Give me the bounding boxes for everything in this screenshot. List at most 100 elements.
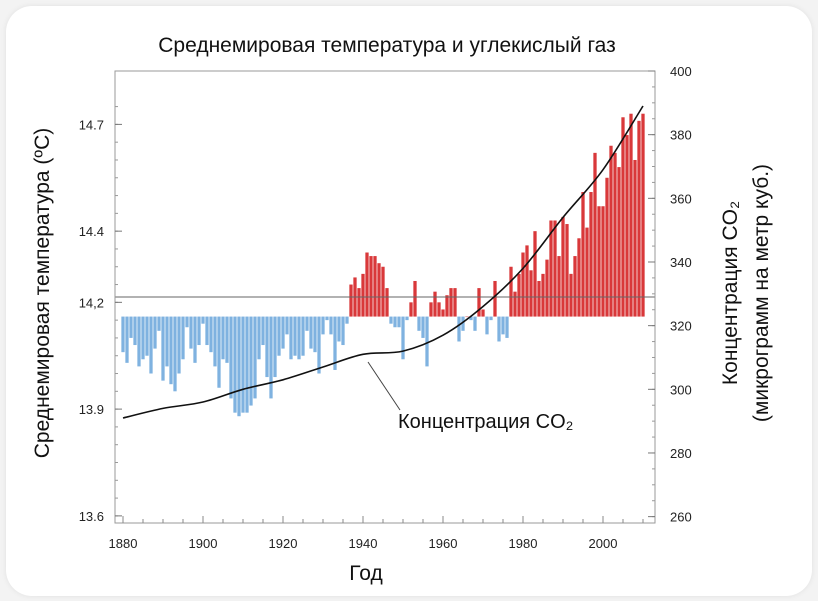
temperature-bar-1897 [189,316,193,349]
temperature-bar-1941 [365,252,369,317]
temperature-bar-1988 [553,220,557,317]
y-right-tick-label: 260 [670,510,692,525]
temperature-bar-1987 [549,220,553,317]
temperature-bar-1891 [165,316,169,367]
temperature-bar-1883 [133,316,137,346]
temperature-bar-1896 [185,316,189,328]
temperature-bar-1947 [389,316,393,324]
temperature-bar-1908 [233,316,237,413]
temperature-bar-2008 [633,159,637,317]
temperature-bar-1899 [197,316,201,346]
temperature-bar-2007 [629,113,633,317]
temperature-bar-1904 [217,316,221,388]
temperature-bar-1952 [409,302,413,317]
temperature-bar-1886 [145,316,149,356]
x-tick-label: 1900 [189,536,218,551]
temperature-bar-1957 [429,302,433,317]
temperature-bar-1935 [341,316,345,346]
x-tick-label: 1920 [269,536,298,551]
temperature-bar-1977 [509,266,513,317]
temperature-bar-1985 [541,273,545,317]
temperature-bar-1959 [437,302,441,317]
temperature-bar-1998 [593,152,597,317]
temperature-bar-1909 [237,316,241,417]
y-left-tick-label: 14,2 [79,295,104,310]
x-axis-label: Год [349,562,382,585]
temperature-bar-2003 [613,152,617,317]
temperature-bar-1958 [433,291,437,317]
temperature-bar-1949 [397,316,401,328]
y-right-tick-label: 360 [670,191,692,206]
temperature-bar-1887 [149,316,153,374]
y-right-tick-label: 280 [670,446,692,461]
temperature-bar-1996 [585,227,589,317]
temperature-bar-1994 [577,238,581,317]
temperature-bar-1993 [573,256,577,317]
temperature-bar-1889 [157,316,161,331]
x-tick-label: 1940 [349,536,378,551]
temperature-bar-1974 [497,316,501,342]
temperature-bar-2002 [609,145,613,317]
y-left-tick-label: 13.9 [79,402,104,417]
temperature-bar-1982 [529,270,533,317]
temperature-bar-1895 [181,316,185,360]
temperature-bar-1916 [265,316,269,378]
temperature-bar-1914 [257,316,261,360]
y-right-axis-label-line2: (микрограмм на метр куб.) [750,164,773,422]
temperature-bar-1910 [241,316,245,413]
temperature-bar-1950 [401,316,405,360]
temperature-bar-2010 [641,113,645,317]
y-right-tick-label: 380 [670,128,692,143]
temperature-bar-1911 [245,316,249,413]
temperature-bar-1961 [445,295,449,317]
temperature-bar-1925 [301,316,305,356]
temperature-bar-1912 [249,316,253,406]
temperature-bar-1969 [477,288,481,317]
temperature-bar-1990 [561,216,565,317]
temperature-bar-1890 [161,316,165,381]
temperature-bar-1942 [369,256,373,317]
y-left-axis-ticks: 14.7 14.4 14,2 13.9 13.6 [79,117,122,524]
temperature-bar-2000 [601,206,605,317]
temperature-bar-1924 [297,316,301,360]
temperature-bar-1967 [469,316,473,321]
temperature-bar-1943 [373,256,377,317]
temperature-bars [121,113,645,417]
temperature-bar-1978 [513,291,517,317]
temperature-bar-1966 [465,316,469,318]
temperature-bar-1983 [533,231,537,317]
temperature-bar-1965 [461,316,465,331]
temperature-bar-1999 [597,206,601,317]
temperature-bar-1936 [345,316,349,324]
y-right-axis-label-line1: Концентрация CO₂ [719,201,742,385]
temperature-bar-1991 [565,224,569,317]
temperature-bar-1970 [481,309,485,317]
temperature-bar-1948 [393,316,397,328]
temperature-bar-1946 [385,288,389,317]
temperature-bar-1893 [173,316,177,392]
temperature-bar-1919 [277,316,281,356]
plot-frame [114,70,656,524]
y-left-tick-label: 14.7 [79,117,104,132]
temperature-bar-1937 [349,284,353,317]
temperature-bar-1900 [201,316,205,324]
temperature-bar-1954 [417,316,421,331]
temperature-bar-1931 [325,316,329,321]
temperature-bar-1971 [485,316,489,335]
temperature-bar-1932 [329,316,333,335]
temperature-bar-1995 [581,192,585,317]
temperature-bar-1901 [205,316,209,346]
temperature-bar-1926 [305,316,309,331]
temperature-bar-1997 [589,192,593,317]
temperature-bar-1905 [221,316,225,360]
temperature-bar-1894 [177,316,181,374]
temperature-bar-1972 [489,316,493,321]
y-left-tick-label: 14.4 [79,224,104,239]
y-left-axis-label: Среднемировая температура (ºC) [31,128,54,459]
temperature-bar-1984 [537,280,541,317]
temperature-bar-1882 [129,316,133,338]
temperature-bar-1940 [361,273,365,317]
temperature-bar-1945 [381,266,385,317]
temperature-bar-1907 [229,316,233,399]
